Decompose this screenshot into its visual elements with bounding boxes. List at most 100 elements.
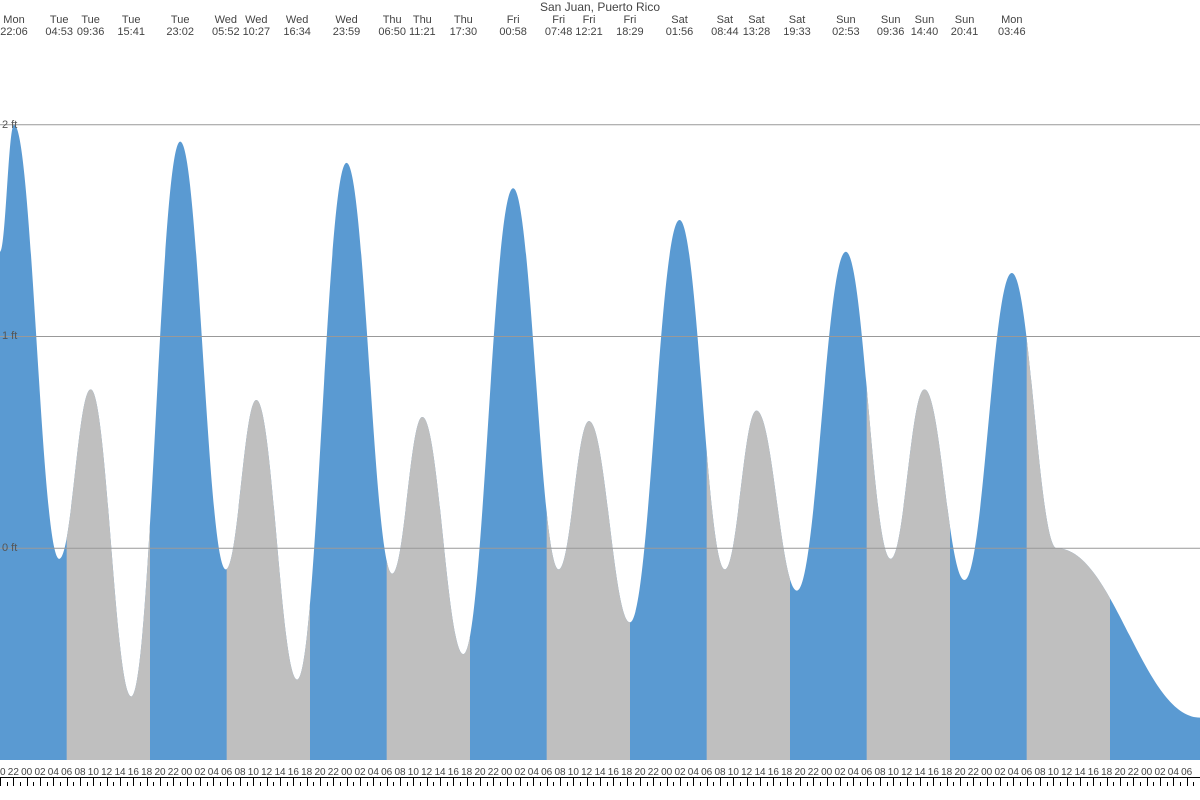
extremum-label: Sat01:56 [666, 14, 694, 38]
x-tick-major [173, 778, 174, 786]
x-tick-major [293, 778, 294, 786]
x-tick-major [427, 778, 428, 786]
extremum-label: Thu06:50 [378, 14, 406, 38]
tide-chart: San Juan, Puerto Rico Mon22:06Tue04:53Tu… [0, 0, 1200, 800]
x-tick-major [680, 778, 681, 786]
x-tick-minor [433, 782, 434, 786]
x-axis-hour-label: 06 [381, 767, 392, 778]
x-axis-hour-label: 16 [608, 767, 619, 778]
x-tick-major [600, 778, 601, 786]
x-axis-hour-label: 04 [528, 767, 539, 778]
x-axis-hour-label: 18 [941, 767, 952, 778]
extremum-time: 14:40 [911, 26, 939, 38]
extremum-time: 10:27 [243, 26, 271, 38]
x-axis-hour-label: 18 [781, 767, 792, 778]
x-tick-minor [100, 782, 101, 786]
extremum-day: Fri [623, 14, 636, 26]
x-tick-major [1160, 778, 1161, 786]
extremum-label: Sat13:28 [743, 14, 771, 38]
x-tick-major [1027, 778, 1028, 786]
x-tick-major [667, 778, 668, 786]
x-tick-major [1053, 778, 1054, 786]
x-tick-minor [913, 782, 914, 786]
x-tick-minor [353, 782, 354, 786]
extremum-day: Sat [717, 14, 734, 26]
x-tick-major [147, 778, 148, 786]
x-tick-major [387, 778, 388, 786]
x-tick-major [280, 778, 281, 786]
x-tick-minor [540, 782, 541, 786]
extremum-label: Sun20:41 [951, 14, 979, 38]
extremum-label: Tue04:53 [45, 14, 73, 38]
x-tick-major [360, 778, 361, 786]
x-axis-hour-label: 22 [488, 767, 499, 778]
x-tick-minor [447, 782, 448, 786]
x-tick-minor [860, 782, 861, 786]
x-tick-major [213, 778, 214, 786]
y-axis-label: 0 ft [2, 542, 17, 554]
x-tick-major [693, 778, 694, 786]
extremum-label: Wed05:52 [212, 14, 240, 38]
extremum-day: Wed [245, 14, 267, 26]
x-tick-minor [647, 782, 648, 786]
x-tick-minor [1127, 782, 1128, 786]
x-tick-major [773, 778, 774, 786]
x-tick-major [493, 778, 494, 786]
extremum-label: Fri07:48 [545, 14, 573, 38]
x-axis-hour-label: 12 [581, 767, 592, 778]
x-tick-major [800, 778, 801, 786]
x-tick-minor [527, 782, 528, 786]
x-tick-major [1040, 778, 1041, 786]
x-tick-minor [460, 782, 461, 786]
x-axis-hour-label: 04 [368, 767, 379, 778]
x-tick-minor [1060, 782, 1061, 786]
x-tick-major [573, 778, 574, 786]
x-tick-major [720, 778, 721, 786]
x-tick-minor [167, 782, 168, 786]
x-axis-hour-label: 14 [914, 767, 925, 778]
x-axis-hour-label: 10 [568, 767, 579, 778]
x-tick-minor [487, 782, 488, 786]
x-axis-hour-label: 06 [1181, 767, 1192, 778]
extremum-label: Sun02:53 [832, 14, 860, 38]
x-tick-major [733, 778, 734, 786]
x-tick-minor [513, 782, 514, 786]
extremum-time: 13:28 [743, 26, 771, 38]
x-tick-major [413, 778, 414, 786]
x-tick-minor [260, 782, 261, 786]
x-axis-hour-label: 14 [754, 767, 765, 778]
x-axis-hour-label: 10 [248, 767, 259, 778]
x-tick-minor [793, 782, 794, 786]
extremum-label: Tue09:36 [77, 14, 105, 38]
extremum-time: 03:46 [998, 26, 1026, 38]
daylight-band [867, 40, 950, 760]
x-tick-major [480, 778, 481, 786]
extremum-label: Wed16:34 [283, 14, 311, 38]
x-tick-major [53, 778, 54, 786]
x-tick-major [533, 778, 534, 786]
x-axis-hour-label: 12 [741, 767, 752, 778]
x-tick-minor [473, 782, 474, 786]
x-tick-minor [833, 782, 834, 786]
x-tick-minor [620, 782, 621, 786]
x-tick-minor [407, 782, 408, 786]
x-tick-minor [553, 782, 554, 786]
extremum-label: Thu11:21 [409, 14, 436, 38]
x-tick-minor [1140, 782, 1141, 786]
x-axis-hour-label: 12 [1061, 767, 1072, 778]
x-tick-major [307, 778, 308, 786]
x-tick-minor [60, 782, 61, 786]
extremum-day: Wed [215, 14, 237, 26]
x-tick-minor [980, 782, 981, 786]
x-axis-hour-label: 04 [208, 767, 219, 778]
x-tick-major [893, 778, 894, 786]
x-axis-hour-label: 18 [621, 767, 632, 778]
daylight-band [387, 40, 470, 760]
x-tick-major [467, 778, 468, 786]
x-axis-hour-label: 22 [328, 767, 339, 778]
x-tick-minor [1087, 782, 1088, 786]
x-tick-minor [247, 782, 248, 786]
extremum-day: Sun [836, 14, 856, 26]
extremum-day: Tue [171, 14, 190, 26]
x-tick-minor [740, 782, 741, 786]
